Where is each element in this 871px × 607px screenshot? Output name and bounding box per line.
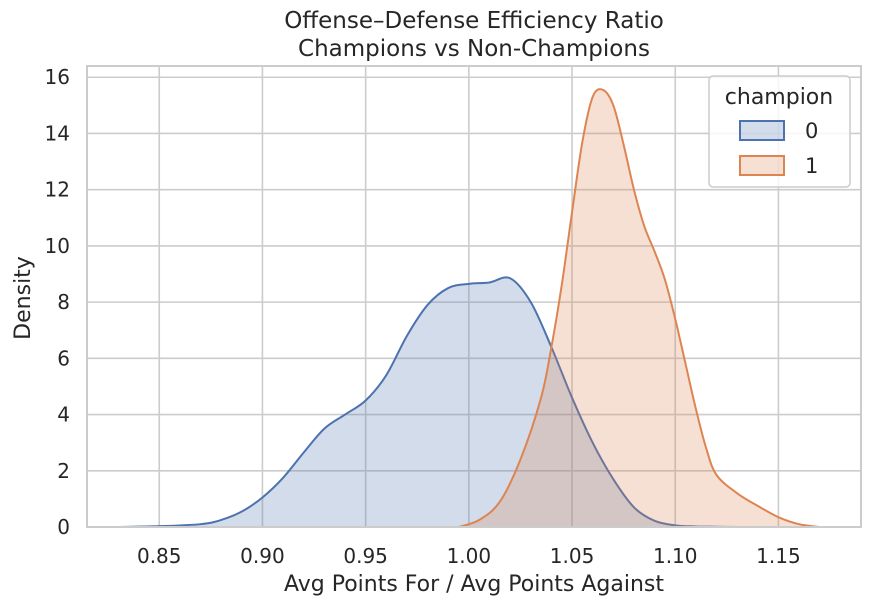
x-tick-label: 1.00 [447,544,492,568]
density-fill-series-1 [458,89,820,528]
legend-swatch-0 [739,120,785,141]
legend-label-1: 1 [805,154,818,178]
legend-label-0: 0 [805,119,818,143]
y-tick-label: 8 [57,290,70,314]
chart-title-line-2: Champions vs Non-Champions [298,36,650,62]
grid [87,66,861,528]
chart-title-line-1: Offense–Defense Efficiency Ratio [284,8,664,34]
density-areas [117,88,820,528]
y-tick-label: 16 [45,65,70,89]
y-axis-ticks: 0 2 4 6 8 10 12 14 16 [45,65,70,539]
x-tick-label: 0.95 [343,544,388,568]
y-tick-label: 14 [45,121,70,145]
density-line-series-0 [117,276,738,528]
x-tick-label: 0.85 [137,544,182,568]
x-axis-label: Avg Points For / Avg Points Against [284,572,664,597]
y-axis-label: Density [11,256,36,340]
legend-swatch-1 [739,155,785,176]
legend-frame [708,75,851,188]
y-tick-label: 4 [57,403,70,427]
density-fill-series-0 [117,277,738,527]
y-tick-label: 6 [57,346,70,370]
x-tick-label: 0.90 [240,544,285,568]
x-tick-label: 1.15 [756,544,801,568]
x-tick-label: 1.10 [653,544,698,568]
legend: champion 0 1 [708,75,851,188]
legend-title: champion [725,85,833,110]
y-tick-label: 0 [57,515,70,539]
x-axis-ticks: 0.85 0.90 0.95 1.00 1.05 1.10 1.15 [137,544,801,568]
density-line-series-1 [458,88,820,528]
y-tick-label: 10 [45,234,70,258]
x-tick-label: 1.05 [550,544,595,568]
y-tick-label: 2 [57,459,70,483]
plot-frame [86,65,862,528]
y-tick-label: 12 [45,178,70,202]
